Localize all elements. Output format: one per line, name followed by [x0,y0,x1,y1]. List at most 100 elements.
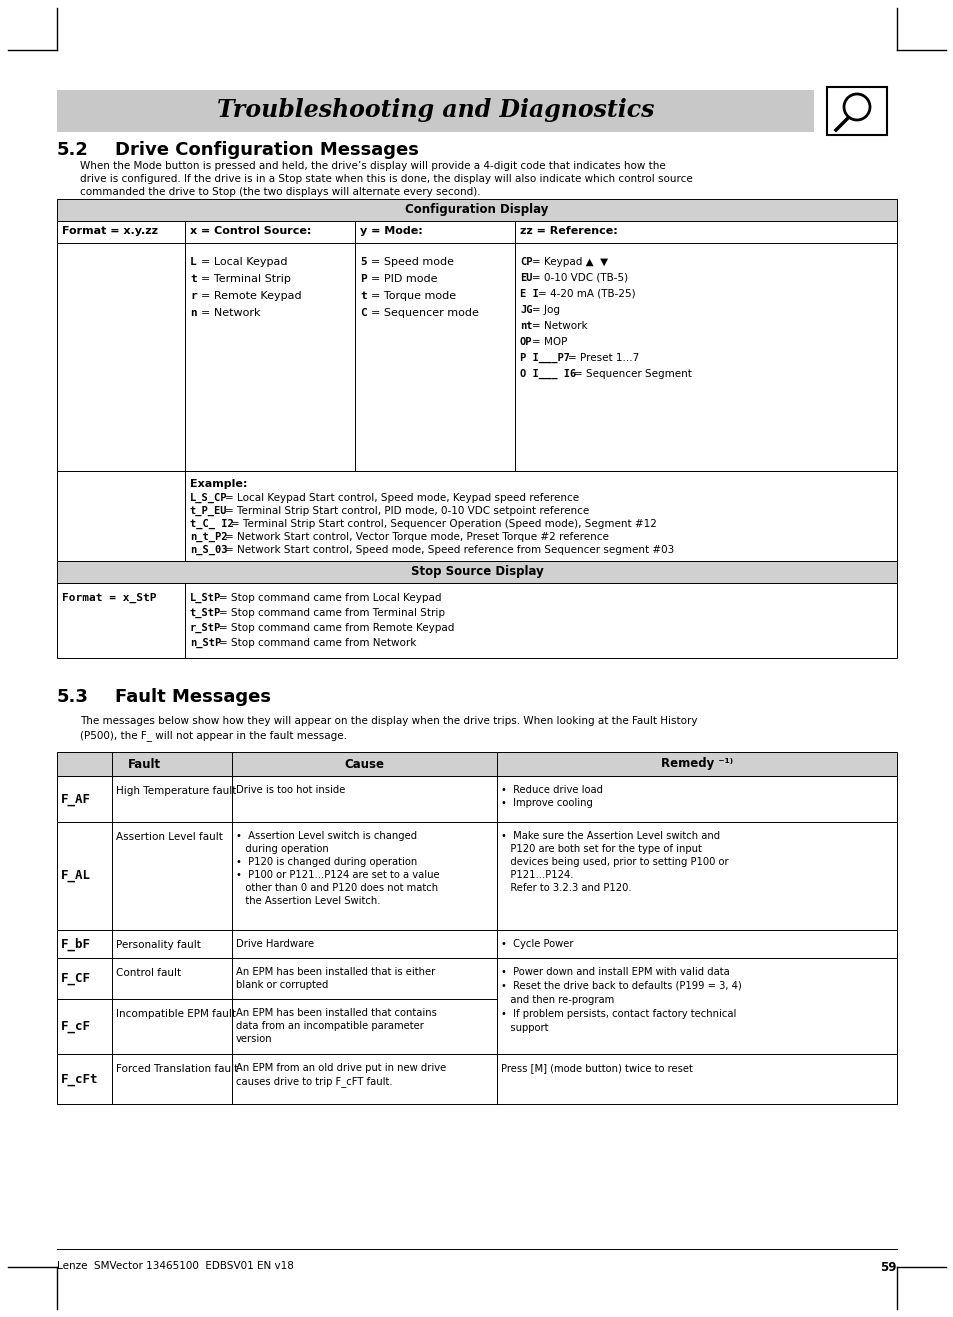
Text: nt: nt [519,321,532,331]
Text: data from an incompatible parameter: data from an incompatible parameter [235,1021,423,1031]
Text: = Preset 1...7: = Preset 1...7 [567,353,639,363]
Text: the Assertion Level Switch.: the Assertion Level Switch. [235,896,380,906]
Text: Fault: Fault [128,757,161,770]
Text: = Remote Keypad: = Remote Keypad [201,291,301,302]
Text: P121...P124.: P121...P124. [500,871,573,880]
Text: 59: 59 [880,1260,896,1274]
Text: O I___ I6: O I___ I6 [519,369,576,379]
Text: = Stop command came from Local Keypad: = Stop command came from Local Keypad [219,593,441,603]
Text: Fault Messages: Fault Messages [115,687,271,706]
Bar [57,199,896,221]
Text: An EPM has been installed that contains: An EPM has been installed that contains [235,1009,436,1018]
Text: Format = x.y.zz: Format = x.y.zz [62,227,158,236]
Text: n_t_P2: n_t_P2 [190,532,227,543]
Text: An EPM has been installed that is either: An EPM has been installed that is either [235,967,435,977]
Text: •  P120 is changed during operation: • P120 is changed during operation [235,857,416,867]
Text: devices being used, prior to setting P100 or: devices being used, prior to setting P10… [500,857,728,867]
Text: t_P_EU: t_P_EU [190,506,227,516]
Bar [57,1054,896,1104]
Bar [57,752,896,776]
Text: drive is configured. If the drive is in a Stop state when this is done, the disp: drive is configured. If the drive is in … [80,174,692,184]
Text: = Sequencer mode: = Sequencer mode [371,308,478,317]
Text: = Keypad ▲  ▼: = Keypad ▲ ▼ [532,257,607,267]
Text: Example:: Example: [190,479,247,489]
Text: n: n [190,308,196,317]
Text: Drive is too hot inside: Drive is too hot inside [235,785,345,795]
Text: other than 0 and P120 does not match: other than 0 and P120 does not match [235,882,437,893]
Text: = Local Keypad Start control, Speed mode, Keypad speed reference: = Local Keypad Start control, Speed mode… [225,493,578,503]
Text: = Speed mode: = Speed mode [371,257,454,267]
Text: 5: 5 [359,257,366,267]
Text: = Terminal Strip Start control, PID mode, 0-10 VDC setpoint reference: = Terminal Strip Start control, PID mode… [225,506,588,516]
Text: Stop Source Display: Stop Source Display [410,565,543,578]
Text: and then re-program: and then re-program [500,996,614,1005]
Text: t_C_ I2: t_C_ I2 [190,519,233,529]
Circle shape [847,97,857,107]
Text: •  If problem persists, contact factory technical: • If problem persists, contact factory t… [500,1009,736,1019]
Text: n_S_03: n_S_03 [190,545,227,556]
Text: F_AF: F_AF [61,793,91,806]
Text: F_bF: F_bF [61,938,91,951]
Text: Troubleshooting and Diagnostics: Troubleshooting and Diagnostics [216,97,654,122]
Text: Assertion Level fault: Assertion Level fault [116,832,223,842]
Bar [57,221,896,471]
Text: Configuration Display: Configuration Display [405,204,548,216]
Text: Press [M] (mode button) twice to reset: Press [M] (mode button) twice to reset [500,1063,692,1073]
Text: •  P100 or P121...P124 are set to a value: • P100 or P121...P124 are set to a value [235,871,439,880]
Text: r_StP: r_StP [190,623,221,633]
Text: during operation: during operation [235,844,329,853]
Text: t: t [359,291,366,302]
Text: OP: OP [519,337,532,346]
Text: CP: CP [519,257,532,267]
Bar [57,471,896,561]
Text: EU: EU [519,273,532,283]
Text: When the Mode button is pressed and held, the drive’s display will provide a 4-d: When the Mode button is pressed and held… [80,161,665,171]
Text: t: t [190,274,196,284]
Text: = Stop command came from Remote Keypad: = Stop command came from Remote Keypad [219,623,454,633]
Text: JG: JG [519,306,532,315]
Text: = Network: = Network [532,321,587,331]
Bar [57,583,896,658]
Bar [57,776,896,822]
Text: •  Power down and install EPM with valid data: • Power down and install EPM with valid … [500,967,729,977]
Text: •  Assertion Level switch is changed: • Assertion Level switch is changed [235,831,416,842]
Text: = PID mode: = PID mode [371,274,437,284]
Text: 5.3: 5.3 [57,687,89,706]
Text: L_StP: L_StP [190,593,221,603]
Text: F_AL: F_AL [61,869,91,882]
Text: (P500), the F_ will not appear in the fault message.: (P500), the F_ will not appear in the fa… [80,730,347,741]
Text: •  Improve cooling: • Improve cooling [500,798,592,809]
Text: blank or corrupted: blank or corrupted [235,980,328,990]
Text: Lenze  SMVector 13465100  EDBSV01 EN v18: Lenze SMVector 13465100 EDBSV01 EN v18 [57,1260,294,1271]
Text: High Temperature fault: High Temperature fault [116,786,236,795]
Bar [57,822,896,930]
Text: x = Control Source:: x = Control Source: [190,227,311,236]
Text: C: C [359,308,366,317]
Text: Cause: Cause [344,757,384,770]
Text: n_StP: n_StP [190,637,221,648]
Text: F_cFt: F_cFt [61,1072,98,1085]
Text: zz = Reference:: zz = Reference: [519,227,618,236]
Text: = Stop command came from Network: = Stop command came from Network [219,637,416,648]
Text: = Terminal Strip: = Terminal Strip [201,274,291,284]
Text: version: version [235,1034,273,1044]
Text: causes drive to trip F_cFT fault.: causes drive to trip F_cFT fault. [235,1076,393,1087]
Text: commanded the drive to Stop (the two displays will alternate every second).: commanded the drive to Stop (the two dis… [80,187,480,198]
Text: Format = x_StP: Format = x_StP [62,593,156,603]
Text: = Stop command came from Terminal Strip: = Stop command came from Terminal Strip [219,608,444,618]
Text: Incompatible EPM fault: Incompatible EPM fault [116,1009,235,1019]
Text: Refer to 3.2.3 and P120.: Refer to 3.2.3 and P120. [500,882,631,893]
Text: y = Mode:: y = Mode: [359,227,422,236]
Text: = Network Start control, Speed mode, Speed reference from Sequencer segment #03: = Network Start control, Speed mode, Spe… [225,545,674,554]
Text: Drive Configuration Messages: Drive Configuration Messages [115,141,418,159]
Text: The messages below show how they will appear on the display when the drive trips: The messages below show how they will ap… [80,716,697,726]
Text: •  Reduce drive load: • Reduce drive load [500,785,602,795]
Text: 5.2: 5.2 [57,141,89,159]
Text: = Network: = Network [201,308,260,317]
Text: r: r [190,291,196,302]
Text: •  Make sure the Assertion Level switch and: • Make sure the Assertion Level switch a… [500,831,720,842]
Text: •  Cycle Power: • Cycle Power [500,939,573,950]
Text: = Jog: = Jog [532,306,559,315]
Text: support: support [500,1023,548,1033]
Bar [57,90,813,132]
